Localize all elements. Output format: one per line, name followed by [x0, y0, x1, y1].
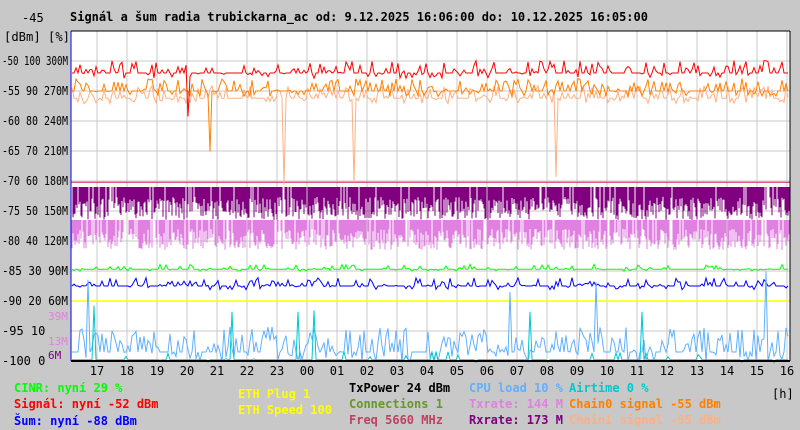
chart-title: Signál a šum radia trubickarna_ac od: 9.… — [70, 10, 648, 24]
y-tick-label: -65 70 210M — [2, 144, 68, 158]
extra-tick-label: 6M — [48, 349, 62, 362]
legend-cinr: CINR: nyní 29 % — [14, 381, 123, 395]
x-tick-label: 17 — [90, 364, 104, 378]
x-tick-label: 15 — [750, 364, 764, 378]
x-tick-label: 10 — [600, 364, 614, 378]
x-tick-label: 07 — [510, 364, 524, 378]
x-tick-label: 11 — [630, 364, 644, 378]
series-chain1 — [71, 84, 789, 185]
y-tick-label: -90 20 60M — [2, 294, 68, 308]
x-tick-label: 14 — [720, 364, 734, 378]
x-tick-label: 00 — [300, 364, 314, 378]
legend-chain1: Chain1 signal -55 dBm — [569, 413, 721, 427]
series-rxrate — [72, 187, 790, 220]
legend-airtime: Airtime 0 % — [569, 381, 649, 395]
legend-connections: Connections 1 — [349, 397, 443, 411]
series-cinr — [71, 262, 788, 273]
x-tick-label: 19 — [150, 364, 164, 378]
x-tick-label: 08 — [540, 364, 554, 378]
y-tick-label: -55 90 270M — [2, 84, 68, 98]
x-tick-label: 21 — [210, 364, 224, 378]
y-top-label: -45 — [22, 11, 44, 25]
y-tick-label: -50 100 300M — [2, 54, 68, 68]
legend-noise: Šum: nyní -88 dBm — [14, 414, 137, 428]
x-tick-label: 20 — [180, 364, 194, 378]
series-airtime — [72, 305, 788, 364]
legend-cpu: CPU load 10 % — [469, 381, 563, 395]
legend-chain0: Chain0 signal -55 dBm — [569, 397, 721, 411]
extra-tick-label: 13M — [48, 335, 68, 348]
x-tick-label: 12 — [660, 364, 674, 378]
x-tick-label: 05 — [450, 364, 464, 378]
legend-eth-plug: ETH Plug 1 — [238, 387, 311, 401]
y-tick-label: -100 0 — [2, 354, 45, 368]
y-tick-label: -85 30 90M — [2, 264, 68, 278]
y-tick-label: -95 10 — [2, 324, 45, 338]
legend-freq: Freq 5660 MHz — [349, 413, 443, 427]
series-signal — [72, 58, 788, 117]
x-tick-label: 23 — [270, 364, 284, 378]
x-tick-label: 01 — [330, 364, 344, 378]
legend-rxrate: Rxrate: 173 M — [469, 413, 563, 427]
y-tick-label: -70 60 180M — [2, 174, 68, 188]
series-noise — [71, 275, 789, 291]
x-tick-label: 06 — [480, 364, 494, 378]
x-tick-label: 13 — [690, 364, 704, 378]
x-tick-label: 18 — [120, 364, 134, 378]
y-tick-label: -60 80 240M — [2, 114, 68, 128]
legend-txrate: Txrate: 144 M — [469, 397, 563, 411]
x-tick-label: 03 — [390, 364, 404, 378]
x-tick-label: 04 — [420, 364, 434, 378]
x-axis-label: [h] — [772, 387, 794, 401]
legend-signal: Signál: nyní -52 dBm — [14, 397, 159, 411]
legend-txpower: TxPower 24 dBm — [349, 381, 451, 395]
series-cpu — [72, 271, 789, 364]
legend-eth-speed: ETH Speed 100 — [238, 403, 332, 417]
y-tick-label: -75 50 150M — [2, 204, 68, 218]
y-tick-label: -80 40 120M — [2, 234, 68, 248]
x-tick-label: 09 — [570, 364, 584, 378]
series-chain0 — [72, 77, 789, 152]
x-tick-label: 16 — [780, 364, 794, 378]
x-tick-label: 22 — [240, 364, 254, 378]
series-txrate — [71, 220, 790, 250]
x-tick-label: 02 — [360, 364, 374, 378]
extra-tick-label: 39M — [48, 310, 68, 323]
y-axis-label: [dBm] [%] — [4, 30, 70, 44]
